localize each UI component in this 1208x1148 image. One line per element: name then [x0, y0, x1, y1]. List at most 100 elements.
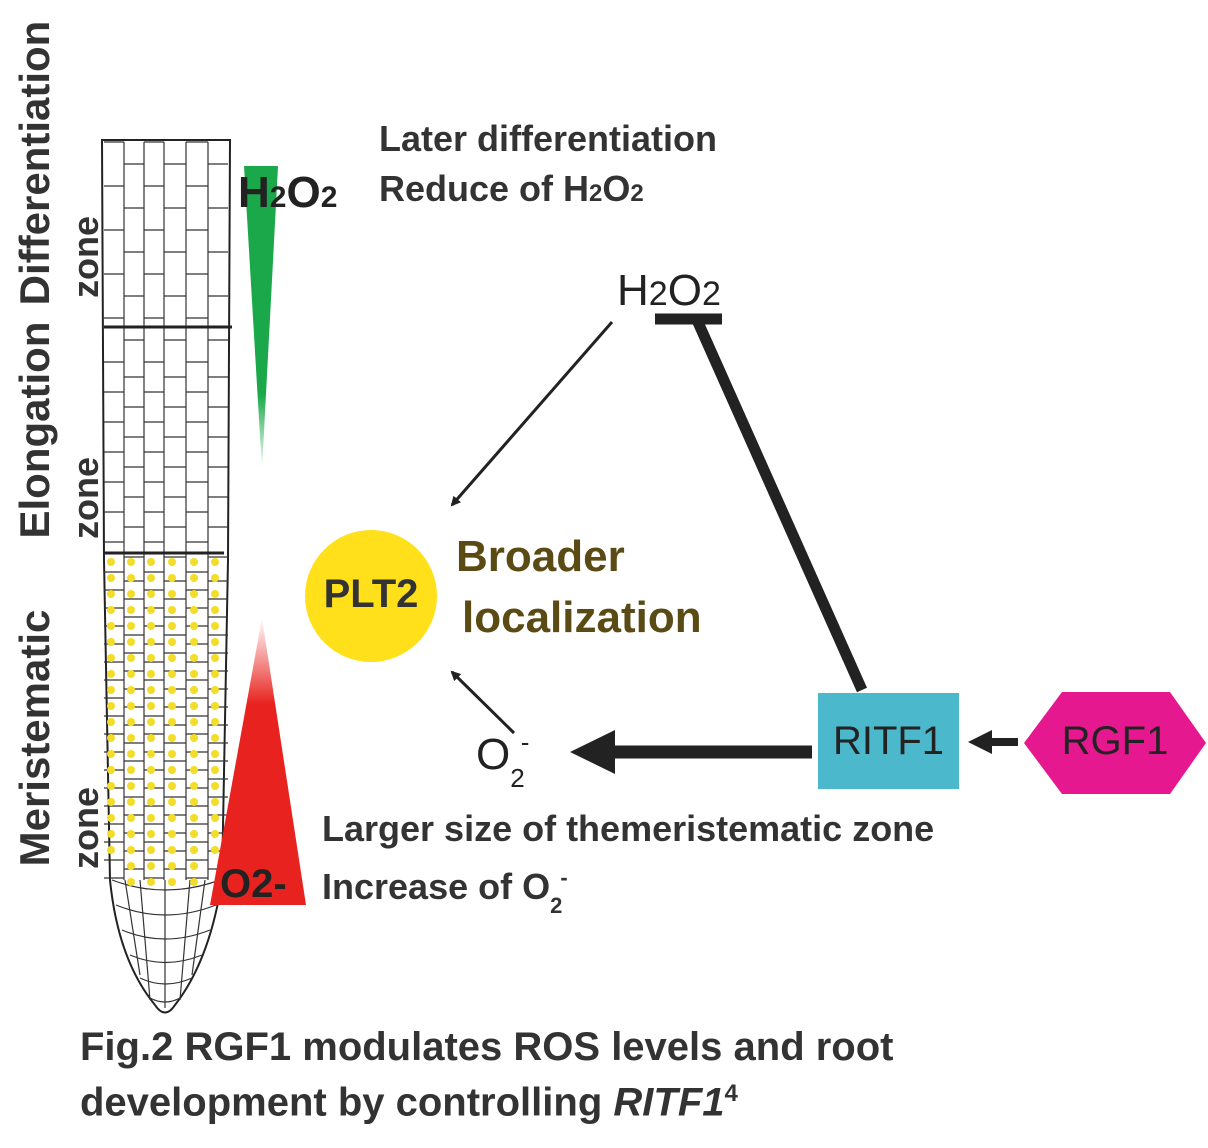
plt2-expression-dot [107, 670, 115, 678]
plt2-expression-dot [127, 718, 135, 726]
plt2-expression-dot [147, 766, 155, 774]
plt2-expression-dot [190, 670, 198, 678]
plt2-expression-dot [127, 878, 135, 886]
plt2-expression-dot [147, 750, 155, 758]
plt2-expression-dot [107, 750, 115, 758]
plt2-expression-dot [168, 750, 176, 758]
root-illustration [100, 139, 232, 1014]
plt2-expression-dot [168, 558, 176, 566]
plt2-expression-dot [211, 782, 219, 790]
superoxide-node: O2- [476, 727, 530, 793]
plt2-expression-dot [127, 670, 135, 678]
plt2-expression-dot [107, 846, 115, 854]
plt2-expression-dot [168, 734, 176, 742]
plt2-expression-dot [127, 734, 135, 742]
label-elongation: Elongation [11, 321, 58, 539]
plt2-expression-dot [190, 878, 198, 886]
plt2-expression-dot [190, 654, 198, 662]
plt2-expression-dot [211, 814, 219, 822]
rgf1-label: RGF1 [1061, 719, 1169, 763]
plt2-expression-dot [168, 830, 176, 838]
plt2-expression-dot [211, 574, 219, 582]
plt2-expression-dot [190, 574, 198, 582]
plt2-expression-dot [107, 558, 115, 566]
plt2-expression-dot [190, 862, 198, 870]
plt2-expression-dot [127, 606, 135, 614]
plt2-expression-dot [211, 558, 219, 566]
plt2-expression-dot [127, 654, 135, 662]
plt2-expression-dot [190, 814, 198, 822]
plt2-expression-dot [127, 702, 135, 710]
plt2-expression-dot [107, 702, 115, 710]
plt2-expression-dot [147, 782, 155, 790]
plt2-expression-dot [127, 638, 135, 646]
h2o2-node: H2O2 [617, 266, 721, 315]
plt2-expression-dot [190, 638, 198, 646]
plt2-expression-dot [147, 702, 155, 710]
plt2-expression-dot [168, 782, 176, 790]
plt2-expression-dot [211, 670, 219, 678]
plt2-expression-dot [127, 782, 135, 790]
plt2-expression-dot [168, 814, 176, 822]
plt2-expression-dot [107, 606, 115, 614]
plt2-expression-dot [127, 846, 135, 854]
plt2-expression-dot [147, 606, 155, 614]
o2-gradient-wedge [210, 618, 306, 905]
plt2-expression-dot [147, 638, 155, 646]
plt2-expression-dot [107, 782, 115, 790]
plt2-expression-dot [190, 622, 198, 630]
plt2-expression-dot [168, 766, 176, 774]
plt2-expression-dot [211, 590, 219, 598]
plt2-expression-dot [190, 750, 198, 758]
plt2-circle [305, 530, 437, 662]
plt2-expression-dot [168, 718, 176, 726]
figure-caption-line1: Fig.2 RGF1 modulates ROS levels and root [80, 1025, 894, 1069]
plt2-expression-dot [127, 798, 135, 806]
plt2-expression-dot [168, 878, 176, 886]
plt2-expression-dot [168, 862, 176, 870]
plt2-expression-dot [211, 846, 219, 854]
plt2-expression-dot [211, 686, 219, 694]
ritf1-to-o2-arrow-head [570, 730, 615, 774]
plt2-expression-dot [190, 718, 198, 726]
plt2-expression-dot [147, 830, 155, 838]
h2o2-to-plt2-arrow [450, 321, 614, 507]
note-increase-o2: Increase of O2- [322, 865, 568, 918]
plt2-expression-dot [107, 766, 115, 774]
label-meristematic: Meristematic [11, 609, 58, 867]
figure-caption-line2: development by controlling RITF14 [80, 1080, 738, 1125]
label-zone-elongation: zone [65, 457, 106, 540]
plt2-expression-dot [147, 734, 155, 742]
plt2-expression-dot [107, 830, 115, 838]
plt2-expression-dot [168, 574, 176, 582]
plt2-expression-dot [107, 590, 115, 598]
plt2-expression-dot [107, 622, 115, 630]
plt2-expression-dot [168, 590, 176, 598]
o2-gradient-label: O2- [220, 862, 287, 906]
plt2-expression-dot [127, 814, 135, 822]
plt2-expression-dot [147, 558, 155, 566]
rgf1-hexagon [1024, 692, 1206, 794]
broader-line1: Broader [456, 532, 625, 581]
plt2-expression-dot [211, 622, 219, 630]
plt2-expression-dot [211, 766, 219, 774]
plt2-expression-dot [107, 574, 115, 582]
plt2-expression-dot [168, 670, 176, 678]
plt2-expression-dot [127, 622, 135, 630]
plt2-expression-dot [107, 686, 115, 694]
plt2-expression-dot [147, 862, 155, 870]
plt2-expression-dot [211, 798, 219, 806]
plt2-expression-dot [190, 798, 198, 806]
plt2-expression-dot [190, 782, 198, 790]
plt2-expression-dot [127, 686, 135, 694]
plt2-expression-dot [147, 622, 155, 630]
plt2-expression-dot [168, 638, 176, 646]
note-larger-size: Larger size of themeristematic zone [322, 808, 935, 849]
ritf1-box [818, 693, 959, 789]
plt2-expression-dot [168, 654, 176, 662]
plt2-expression-dot [127, 750, 135, 758]
plt2-expression-dot [190, 702, 198, 710]
plt2-expression-dot [147, 686, 155, 694]
plt2-expression-dot [127, 590, 135, 598]
